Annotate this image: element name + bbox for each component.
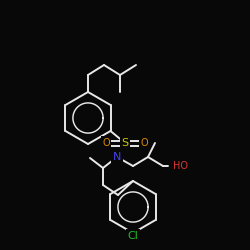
Text: O: O [102, 138, 110, 148]
Text: O: O [140, 138, 148, 148]
Text: N: N [113, 152, 121, 162]
Text: HO: HO [173, 161, 188, 171]
Text: S: S [122, 138, 128, 148]
Text: Cl: Cl [128, 231, 138, 241]
